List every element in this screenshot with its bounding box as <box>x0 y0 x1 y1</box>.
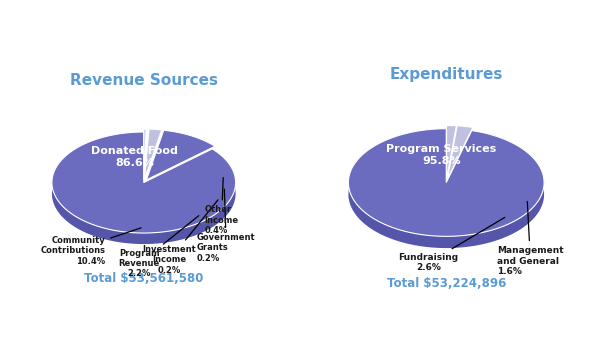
Polygon shape <box>144 129 149 179</box>
Polygon shape <box>349 129 544 236</box>
Text: Fundraising
2.6%: Fundraising 2.6% <box>398 217 505 272</box>
Text: Program Services
95.8%: Program Services 95.8% <box>386 144 497 166</box>
Text: Management
and General
1.6%: Management and General 1.6% <box>497 201 564 276</box>
Text: Total $53,224,896: Total $53,224,896 <box>386 277 506 290</box>
Polygon shape <box>147 130 215 180</box>
Text: Government
Grants
0.2%: Government Grants 0.2% <box>197 189 256 263</box>
Polygon shape <box>52 132 235 233</box>
Text: Other
Income
0.4%: Other Income 0.4% <box>204 178 238 235</box>
Polygon shape <box>144 129 147 179</box>
Polygon shape <box>447 126 473 179</box>
Polygon shape <box>446 126 456 179</box>
Polygon shape <box>144 129 162 179</box>
Text: Program
Revenue
2.2%: Program Revenue 2.2% <box>119 216 199 278</box>
Text: Investment
Income
0.2%: Investment Income 0.2% <box>143 200 218 275</box>
Title: Revenue Sources: Revenue Sources <box>69 73 218 88</box>
Text: Total $53,561,580: Total $53,561,580 <box>84 272 204 285</box>
Title: Expenditures: Expenditures <box>389 67 503 82</box>
Text: Donated Food
86.6%: Donated Food 86.6% <box>91 146 178 168</box>
Text: Community
Contributions
10.4%: Community Contributions 10.4% <box>40 228 141 266</box>
Polygon shape <box>144 129 146 179</box>
Polygon shape <box>52 178 235 244</box>
Polygon shape <box>349 178 544 248</box>
